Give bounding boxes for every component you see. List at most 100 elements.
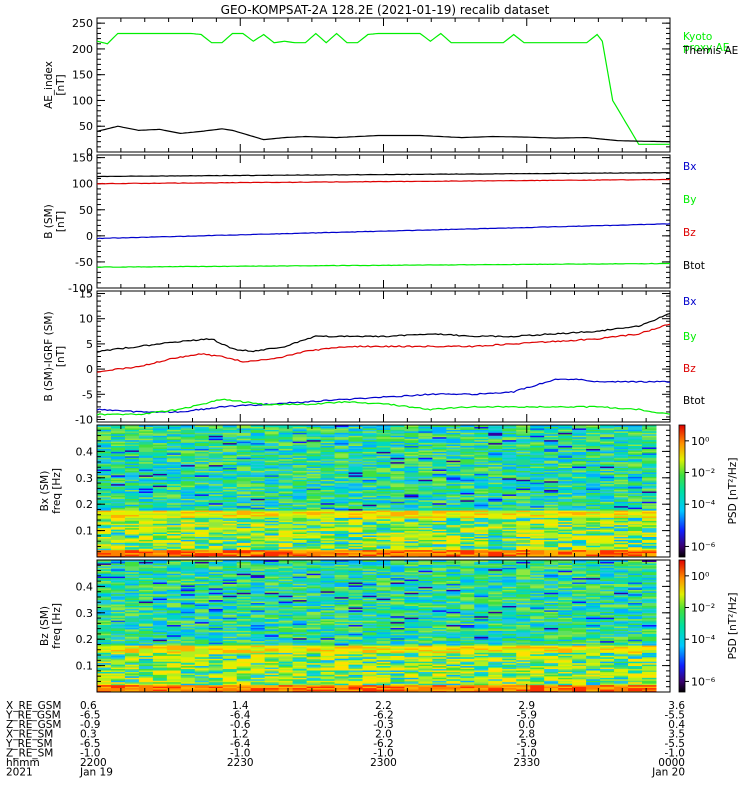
y-axis-label: AE_index [nT] xyxy=(43,61,67,109)
svg-text:AE_index: AE_index xyxy=(43,61,55,109)
y-tick-label: 150 xyxy=(72,152,93,165)
svg-text:[nT]: [nT] xyxy=(55,346,67,367)
ephemeris-value: -6.4 xyxy=(230,710,251,722)
colorbar-tick: 10⁰ xyxy=(691,570,710,583)
ephemeris-row-label: Y_RE_GSM xyxy=(5,710,61,722)
ephemeris-value: -1.0 xyxy=(373,748,394,760)
y-tick-label: -10 xyxy=(75,413,93,426)
ephemeris-row-label: hhmm xyxy=(6,757,40,769)
ephemeris-value: 2.9 xyxy=(518,700,535,712)
y-tick-label: 0.1 xyxy=(76,660,94,673)
ephemeris-value: 2300 xyxy=(370,757,397,769)
legend-label: Themis AE xyxy=(682,45,738,57)
ephemeris-value: 3.6 xyxy=(668,700,685,712)
y-tick-label: 5 xyxy=(86,338,93,351)
ephemeris-row-label: X_RE_GSM xyxy=(6,700,61,712)
chart-title: GEO-KOMPSAT-2A 128.2E (2021-01-19) recal… xyxy=(221,3,550,17)
ephemeris-value: 2.0 xyxy=(375,729,392,741)
ephemeris-value: 2200 xyxy=(80,757,107,769)
series-line-btot xyxy=(96,171,671,178)
y-tick-label: 15 xyxy=(79,288,93,301)
ephemeris-value: Jan 19 xyxy=(79,767,113,779)
series-line-themis-ae xyxy=(96,125,671,143)
y-tick-label: 0.4 xyxy=(76,580,94,593)
ephemeris-row-label: Y_RE_SM xyxy=(5,738,53,750)
colorbar-label: PSD [nT²/Hz] xyxy=(727,593,739,660)
y-tick-label: 50 xyxy=(79,120,93,133)
y-axis-label: Bx (SM) freq [Hz] xyxy=(39,468,63,514)
colorbar-tick: 10⁻⁶ xyxy=(691,675,716,688)
spectrogram xyxy=(97,560,657,693)
series-line-bz xyxy=(96,178,671,185)
ephemeris-value: 1.2 xyxy=(232,729,249,741)
legend-label: Kyoto xyxy=(683,31,712,43)
colorbar-tick: 10⁻⁴ xyxy=(691,633,716,646)
ephemeris-value: -0.3 xyxy=(373,719,394,731)
ephemeris-value: -0.6 xyxy=(230,719,251,731)
y-axis-label: B (SM) [nT] xyxy=(43,204,67,238)
ephemeris-value: -5.9 xyxy=(517,738,538,750)
svg-text:freq [Hz]: freq [Hz] xyxy=(51,468,63,514)
panel-5: 0.10.20.30.4Bz (SM) freq [Hz]10⁰10⁻²10⁻⁴1… xyxy=(39,559,739,693)
colorbar-tick: 10⁻² xyxy=(691,467,715,480)
ephemeris-value: 0.0 xyxy=(518,719,535,731)
ephemeris-value: -0.9 xyxy=(80,719,101,731)
series-line-bz xyxy=(96,323,671,373)
ephemeris-value: -1.0 xyxy=(517,748,538,760)
ephemeris-value: -1.0 xyxy=(230,748,251,760)
colorbar-tick: 10⁻⁶ xyxy=(691,540,716,553)
series-line-btot xyxy=(96,313,671,353)
ephemeris-value: -1.0 xyxy=(665,748,686,760)
y-tick-label: 0.4 xyxy=(76,445,94,458)
y-tick-label: 0 xyxy=(86,363,93,376)
ephemeris-value: 3.5 xyxy=(668,729,685,741)
y-axis-label: Bz (SM) freq [Hz] xyxy=(39,603,63,649)
svg-text:[nT]: [nT] xyxy=(55,211,67,232)
legend-label: Btot xyxy=(683,395,705,407)
ephemeris-value: -6.4 xyxy=(230,738,251,750)
y-tick-label: 50 xyxy=(79,204,93,217)
legend-label: By xyxy=(683,331,696,343)
ephemeris-value: 0.4 xyxy=(668,719,685,731)
ephemeris-value: -6.5 xyxy=(80,710,101,722)
ephemeris-value: 0.3 xyxy=(80,729,97,741)
y-tick-label: 0.2 xyxy=(76,633,94,646)
y-tick-label: 200 xyxy=(72,43,93,56)
colorbar: 10⁰ 10⁻² 10⁻⁴ 10⁻⁶ PSD [nT²/Hz] xyxy=(678,424,739,558)
ephemeris-row-label: Z_RE_SM xyxy=(6,748,53,760)
spectrogram xyxy=(97,425,657,558)
legend-label: Bx xyxy=(683,296,696,308)
series-line-by xyxy=(96,398,671,416)
ephemeris-value: 0.6 xyxy=(80,700,97,712)
plot-frame xyxy=(96,290,671,423)
ephemeris-value: -1.0 xyxy=(80,748,101,760)
ephemeris-value: 2.2 xyxy=(375,700,392,712)
colorbar: 10⁰ 10⁻² 10⁻⁴ 10⁻⁶ PSD [nT²/Hz] xyxy=(678,559,739,693)
svg-text:B (SM): B (SM) xyxy=(43,204,55,238)
ephemeris-value: 2.8 xyxy=(518,729,535,741)
colorbar-label: PSD [nT²/Hz] xyxy=(727,458,739,525)
series-line-kyoto-proxy-ae xyxy=(96,32,670,145)
ephemeris-value: 2330 xyxy=(513,757,540,769)
series-line-bx xyxy=(96,378,671,414)
ephemeris-value: -6.2 xyxy=(373,710,394,722)
ephemeris-row-label: 2021 xyxy=(6,767,33,779)
y-tick-label: 0.2 xyxy=(76,498,94,511)
y-tick-label: 150 xyxy=(72,69,93,82)
ephemeris-value: 1.4 xyxy=(232,700,249,712)
y-tick-label: 0.3 xyxy=(76,472,94,485)
panel-3: -10 -5 0 5 10 15 B (SM)-IGRF (SM) [nT] Bx By Bz Bto… xyxy=(43,288,705,427)
y-axis-label: B (SM)-IGRF (SM) [nT] xyxy=(43,311,67,401)
ephemeris-value: 0000 xyxy=(658,757,685,769)
legend-label: Bx xyxy=(683,161,696,173)
ephemeris-row-label: Z_RE_GSM xyxy=(6,719,61,731)
legend-label: By xyxy=(683,194,696,206)
ephemeris-value: -5.5 xyxy=(665,738,686,750)
legend-label: Bz xyxy=(683,227,696,239)
y-tick-label: 100 xyxy=(72,178,93,191)
ephemeris-value: -6.5 xyxy=(80,738,101,750)
y-tick-label: 0 xyxy=(86,230,93,243)
ephemeris-value: -5.5 xyxy=(665,710,686,722)
